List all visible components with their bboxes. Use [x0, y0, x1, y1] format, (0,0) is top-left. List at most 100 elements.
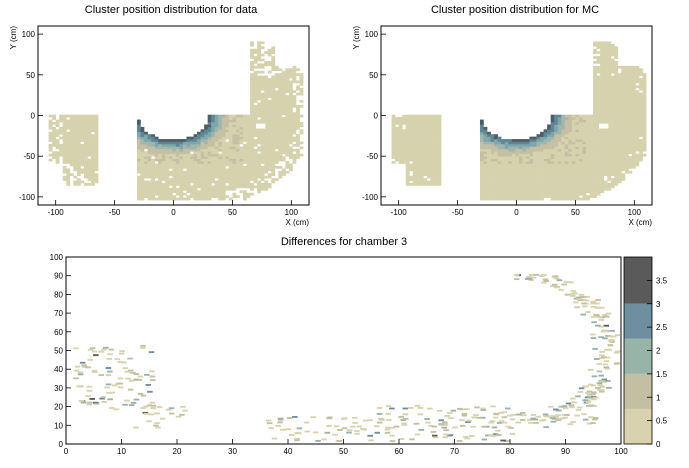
heatmap-cell — [522, 158, 527, 162]
heatmap-cell — [596, 60, 601, 64]
heatmap-cell — [292, 102, 297, 106]
heatmap-cell — [557, 117, 562, 120]
heatmap-cell — [589, 163, 594, 167]
heatmap-cell — [607, 56, 612, 59]
heatmap-cell — [570, 295, 576, 297]
heatmap-cell — [281, 146, 286, 150]
heatmap-cell — [628, 170, 633, 174]
heatmap-cell — [621, 161, 626, 164]
heatmap-cell — [391, 151, 396, 155]
heatmap-cell — [402, 131, 407, 135]
heatmap-cell — [504, 178, 509, 181]
heatmap-cell — [624, 87, 629, 91]
heatmap-cell — [639, 78, 643, 81]
heatmap-cell — [603, 63, 608, 67]
heatmap-cell — [533, 158, 537, 162]
heatmap-cell — [281, 136, 286, 140]
heatmap-cell — [267, 151, 272, 155]
heatmap-cell — [543, 134, 548, 137]
heatmap-cell — [179, 163, 184, 167]
heatmap-cell — [136, 185, 141, 189]
heatmap-cell — [151, 197, 155, 201]
heatmap-cell — [603, 134, 608, 137]
heatmap-cell — [603, 104, 608, 108]
heatmap-cell — [515, 165, 520, 169]
heatmap-cell — [204, 175, 208, 179]
heatmap-cell — [168, 192, 173, 196]
heatmap-cell — [437, 124, 442, 128]
heatmap-cell — [94, 178, 99, 181]
heatmap-cell — [508, 139, 513, 142]
heatmap-cell — [218, 178, 223, 181]
heatmap-cell — [391, 117, 396, 120]
heatmap-cell — [253, 97, 258, 101]
heatmap-cell — [492, 433, 499, 436]
heatmap-cell — [197, 161, 201, 164]
heatmap-cell — [144, 183, 148, 186]
heatmap-cell — [642, 90, 647, 94]
heatmap-cell — [529, 153, 534, 157]
heatmap-cell — [253, 95, 258, 98]
heatmap-cell — [487, 131, 491, 135]
heatmap-cell — [218, 161, 223, 164]
heatmap-cell — [561, 139, 566, 142]
heatmap-cell — [504, 173, 509, 177]
heatmap-cell — [564, 170, 569, 174]
y-tick-label: -100 — [362, 193, 379, 202]
heatmap-cell — [257, 156, 261, 159]
heatmap-cell — [147, 180, 152, 184]
heatmap-cell — [292, 136, 297, 140]
heatmap-cell — [603, 185, 608, 189]
heatmap-cell — [207, 141, 212, 145]
heatmap-cell — [168, 148, 173, 152]
heatmap-cell — [402, 141, 407, 145]
heatmap-cell — [246, 114, 251, 118]
heatmap-cell — [409, 114, 414, 118]
heatmap-cell — [483, 170, 488, 174]
heatmap-cell — [479, 122, 484, 125]
heatmap-cell — [257, 141, 261, 145]
heatmap-cell — [288, 153, 293, 157]
heatmap-cell — [76, 163, 81, 167]
heatmap-cell — [267, 175, 272, 179]
heatmap-cell — [598, 379, 604, 382]
heatmap-cell — [172, 168, 177, 172]
heatmap-cell — [497, 141, 502, 145]
heatmap-cell — [536, 190, 541, 194]
heatmap-cell — [511, 153, 516, 157]
heatmap-cell — [536, 153, 541, 157]
heatmap-cell — [497, 151, 502, 155]
heatmap-cell — [631, 85, 636, 89]
heatmap-cell — [225, 178, 230, 181]
heatmap-cell — [589, 170, 594, 174]
heatmap-cell — [536, 139, 541, 142]
heatmap-cell — [292, 153, 297, 157]
heatmap-cell — [437, 131, 442, 135]
heatmap-cell — [590, 393, 596, 396]
heatmap-cell — [504, 141, 509, 145]
x-tick-label: 100 — [614, 447, 628, 456]
heatmap-cell — [639, 87, 643, 91]
heatmap-cell — [631, 117, 636, 120]
heatmap-cell — [530, 418, 536, 420]
heatmap-cell — [232, 168, 237, 172]
heatmap-cell — [628, 104, 633, 108]
heatmap-cell — [443, 433, 449, 436]
heatmap-cell — [91, 122, 95, 125]
heatmap-cell — [582, 197, 587, 201]
heatmap-cell — [548, 415, 554, 418]
heatmap-cell — [281, 141, 286, 145]
heatmap-cell — [204, 185, 208, 189]
heatmap-cell — [635, 95, 640, 98]
heatmap-cell — [391, 131, 396, 135]
heatmap-cell — [589, 195, 594, 198]
heatmap-cell — [423, 117, 428, 120]
heatmap-cell — [200, 134, 205, 137]
heatmap-cell — [631, 165, 636, 169]
heatmap-cell — [568, 139, 573, 142]
heatmap-cell — [395, 141, 399, 145]
heatmap-cell — [243, 197, 247, 201]
heatmap-cell — [564, 143, 569, 147]
heatmap-cell — [257, 187, 261, 191]
heatmap-cell — [483, 141, 488, 145]
